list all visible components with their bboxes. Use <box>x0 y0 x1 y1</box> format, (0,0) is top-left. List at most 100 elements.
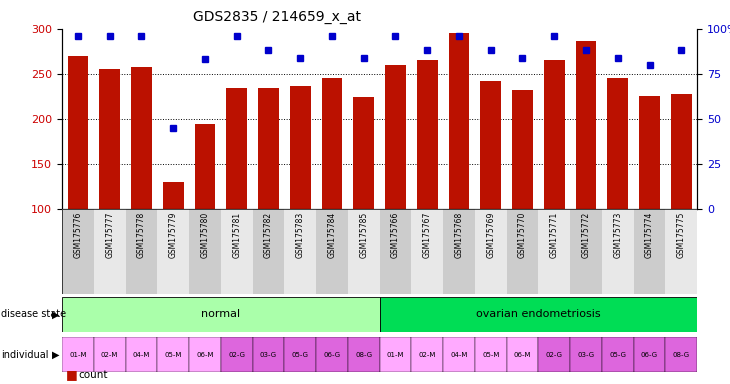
Text: 02-M: 02-M <box>101 352 118 358</box>
Bar <box>671 94 691 209</box>
Text: ovarian endometriosis: ovarian endometriosis <box>476 310 601 319</box>
Bar <box>449 33 469 209</box>
Bar <box>163 182 183 209</box>
Text: 02-G: 02-G <box>228 352 245 358</box>
Text: 05-G: 05-G <box>292 352 309 358</box>
Text: 02-M: 02-M <box>418 352 436 358</box>
Text: 04-M: 04-M <box>133 352 150 358</box>
Bar <box>570 337 602 372</box>
Bar <box>380 337 412 372</box>
Text: disease state: disease state <box>1 310 66 319</box>
Text: GSM175785: GSM175785 <box>359 212 368 258</box>
Bar <box>634 209 666 294</box>
Bar <box>539 337 570 372</box>
Text: individual: individual <box>1 350 49 360</box>
Bar <box>126 209 158 294</box>
Bar <box>221 209 253 294</box>
Bar <box>475 337 507 372</box>
Text: GSM175767: GSM175767 <box>423 212 431 258</box>
Bar <box>380 297 697 332</box>
Bar <box>634 337 666 372</box>
Bar <box>285 209 316 294</box>
Text: 03-G: 03-G <box>260 352 277 358</box>
Text: GSM175783: GSM175783 <box>296 212 304 258</box>
Text: 02-G: 02-G <box>546 352 563 358</box>
Text: GSM175766: GSM175766 <box>391 212 400 258</box>
Text: 08-G: 08-G <box>673 352 690 358</box>
Text: 05-M: 05-M <box>482 352 499 358</box>
Bar <box>253 337 285 372</box>
Text: GSM175774: GSM175774 <box>645 212 654 258</box>
Bar <box>412 337 443 372</box>
Bar <box>602 209 634 294</box>
Text: GSM175779: GSM175779 <box>169 212 177 258</box>
Bar <box>412 209 443 294</box>
Bar <box>443 337 475 372</box>
Text: 06-G: 06-G <box>641 352 658 358</box>
Bar <box>99 70 120 209</box>
Bar <box>62 297 380 332</box>
Bar <box>385 65 406 209</box>
Text: GSM175770: GSM175770 <box>518 212 527 258</box>
Text: GSM175784: GSM175784 <box>328 212 337 258</box>
Text: 03-G: 03-G <box>577 352 594 358</box>
Bar <box>158 209 189 294</box>
Bar <box>322 78 342 209</box>
Bar <box>93 337 126 372</box>
Bar <box>158 337 189 372</box>
Bar <box>544 60 564 209</box>
Bar <box>639 96 660 209</box>
Text: GSM175775: GSM175775 <box>677 212 685 258</box>
Bar <box>475 209 507 294</box>
Bar <box>666 337 697 372</box>
Bar <box>62 337 93 372</box>
Bar <box>290 86 310 209</box>
Bar <box>93 209 126 294</box>
Bar <box>348 337 380 372</box>
Bar <box>539 209 570 294</box>
Bar <box>316 337 348 372</box>
Bar <box>417 60 437 209</box>
Bar <box>285 337 316 372</box>
Bar <box>226 88 247 209</box>
Bar <box>443 209 475 294</box>
Bar <box>507 209 539 294</box>
Text: GSM175782: GSM175782 <box>264 212 273 258</box>
Text: ▶: ▶ <box>52 350 59 360</box>
Text: GSM175769: GSM175769 <box>486 212 495 258</box>
Text: 01-M: 01-M <box>69 352 87 358</box>
Bar <box>353 98 374 209</box>
Bar <box>189 337 221 372</box>
Text: GSM175776: GSM175776 <box>74 212 82 258</box>
Bar <box>189 209 221 294</box>
Text: 05-M: 05-M <box>164 352 182 358</box>
Text: normal: normal <box>201 310 240 319</box>
Bar <box>195 124 215 209</box>
Text: GSM175778: GSM175778 <box>137 212 146 258</box>
Bar <box>68 56 88 209</box>
Text: 01-M: 01-M <box>387 352 404 358</box>
Text: GSM175777: GSM175777 <box>105 212 114 258</box>
Text: ■: ■ <box>66 369 77 381</box>
Text: 06-M: 06-M <box>514 352 531 358</box>
Text: GSM175772: GSM175772 <box>582 212 591 258</box>
Text: GSM175781: GSM175781 <box>232 212 241 258</box>
Text: GSM175771: GSM175771 <box>550 212 558 258</box>
Text: GSM175768: GSM175768 <box>455 212 464 258</box>
Bar <box>131 67 152 209</box>
Bar <box>666 209 697 294</box>
Bar <box>253 209 285 294</box>
Text: GDS2835 / 214659_x_at: GDS2835 / 214659_x_at <box>193 10 361 23</box>
Bar <box>348 209 380 294</box>
Bar <box>570 209 602 294</box>
Bar <box>62 209 93 294</box>
Text: ▶: ▶ <box>52 310 59 319</box>
Text: count: count <box>79 370 108 380</box>
Bar <box>380 209 412 294</box>
Text: 05-G: 05-G <box>610 352 626 358</box>
Bar <box>576 41 596 209</box>
Text: 08-G: 08-G <box>356 352 372 358</box>
Text: 06-G: 06-G <box>323 352 340 358</box>
Bar <box>221 337 253 372</box>
Text: GSM175780: GSM175780 <box>201 212 210 258</box>
